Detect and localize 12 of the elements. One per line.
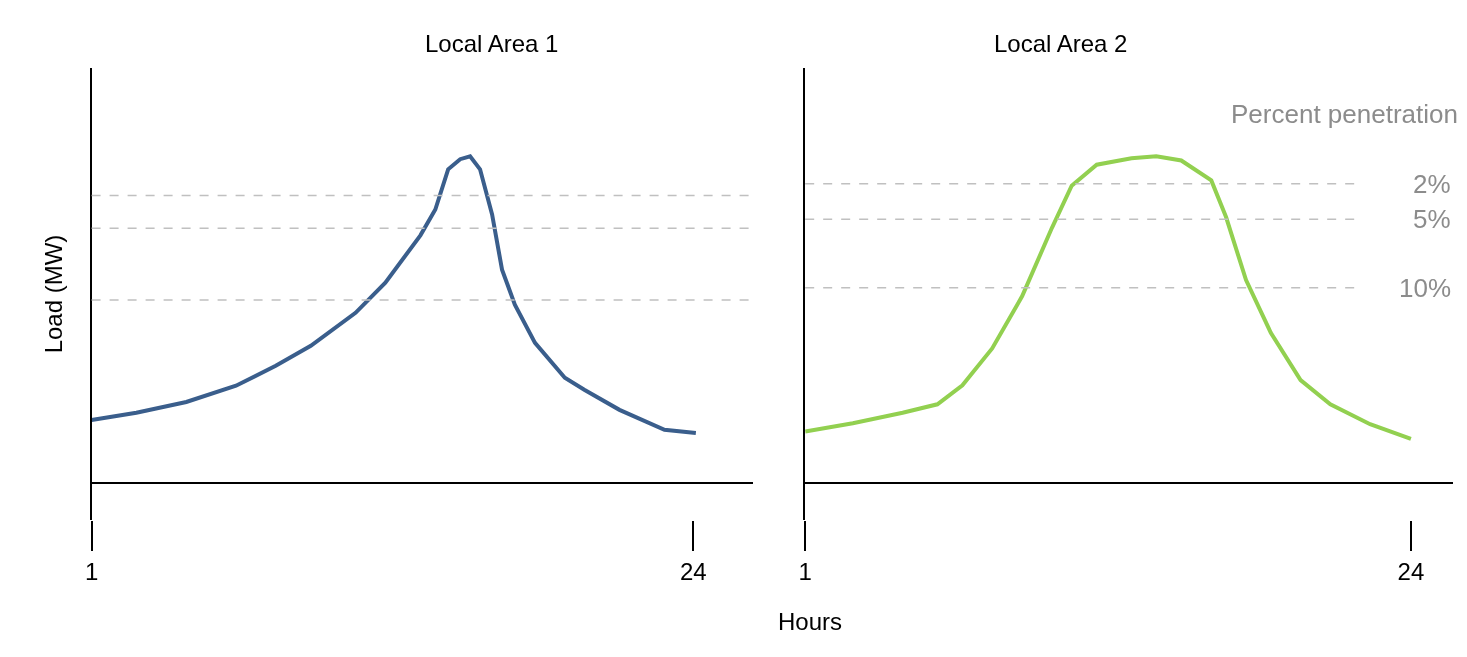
x-tick-label: 1 (84, 557, 99, 585)
annotation: 10% (1399, 273, 1452, 303)
x-tick-label: 24 (1397, 557, 1425, 585)
annotation: 2% (1413, 169, 1451, 199)
chart-title: Local Area 1 (425, 30, 559, 57)
chart-title: Local Area 2 (994, 30, 1128, 57)
y-axis-title: Load (MW) (40, 234, 68, 354)
annotation: 5% (1413, 204, 1451, 234)
x-tick-label: 24 (679, 557, 707, 585)
x-axis-title: Hours (778, 608, 843, 635)
x-tick-label: 1 (798, 557, 812, 585)
text: Percent penetration (1231, 99, 1458, 129)
